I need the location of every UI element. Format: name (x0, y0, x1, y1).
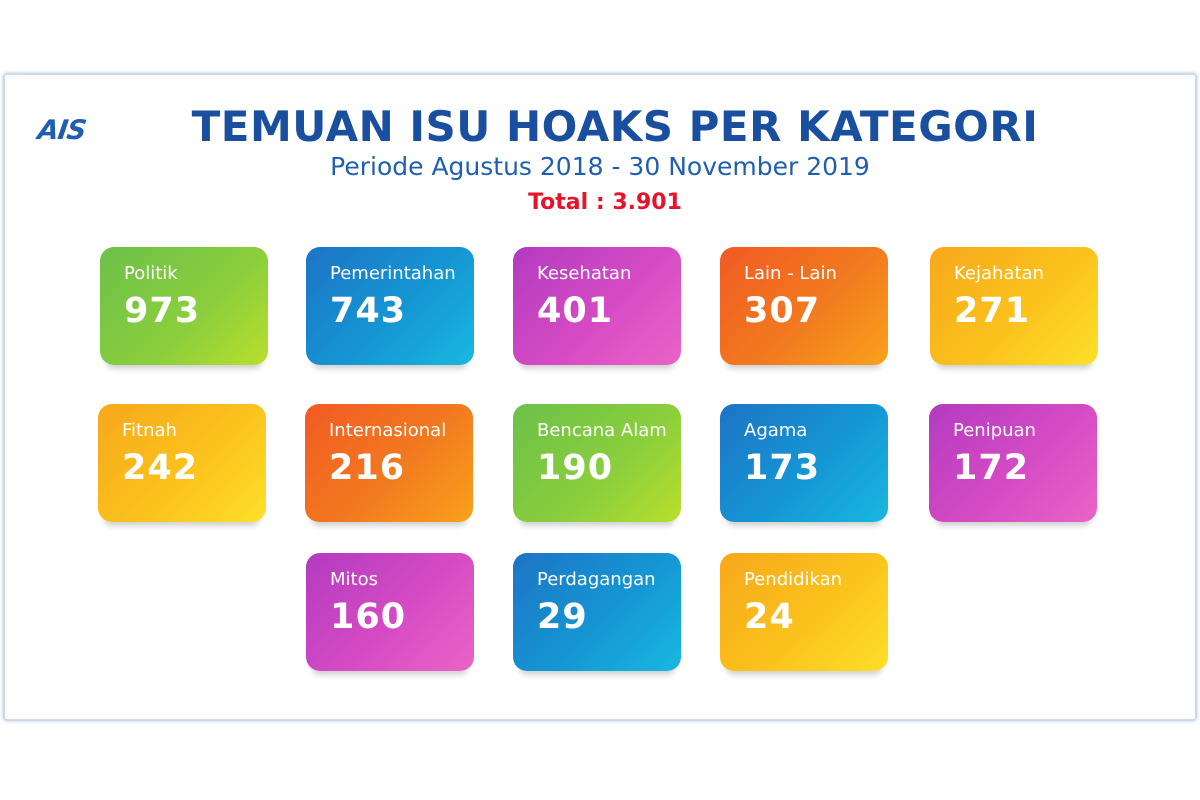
category-card-perdagangan: Perdagangan 29 (513, 553, 681, 671)
category-value: 190 (537, 448, 614, 488)
category-card-politik: Politik 973 (100, 247, 268, 365)
category-card-pemerintahan: Pemerintahan 743 (306, 247, 474, 365)
category-value: 24 (744, 597, 795, 637)
category-card-penipuan: Penipuan 172 (929, 404, 1097, 522)
category-value: 173 (744, 448, 821, 488)
category-label: Mitos (330, 569, 378, 590)
category-label: Bencana Alam (537, 420, 667, 441)
category-value: 401 (537, 291, 614, 331)
category-value: 307 (744, 291, 821, 331)
category-card-mitos: Mitos 160 (306, 553, 474, 671)
category-value: 271 (954, 291, 1031, 331)
category-label: Politik (124, 263, 178, 284)
category-card-lain-lain: Lain - Lain 307 (720, 247, 888, 365)
category-value: 216 (329, 448, 406, 488)
category-card-pendidikan: Pendidikan 24 (720, 553, 888, 671)
category-card-internasional: Internasional 216 (305, 404, 473, 522)
category-card-kejahatan: Kejahatan 271 (930, 247, 1098, 365)
period-subtitle: Periode Agustus 2018 - 30 November 2019 (330, 152, 870, 181)
category-label: Agama (744, 420, 808, 441)
category-label: Lain - Lain (744, 263, 837, 284)
category-value: 743 (330, 291, 407, 331)
category-value: 29 (537, 597, 588, 637)
category-label: Pemerintahan (330, 263, 456, 284)
category-label: Penipuan (953, 420, 1036, 441)
category-label: Fitnah (122, 420, 177, 441)
category-value: 242 (122, 448, 199, 488)
category-card-kesehatan: Kesehatan 401 (513, 247, 681, 365)
category-value: 160 (330, 597, 407, 637)
category-card-fitnah: Fitnah 242 (98, 404, 266, 522)
category-card-bencana-alam: Bencana Alam 190 (513, 404, 681, 522)
category-label: Internasional (329, 420, 447, 441)
category-value: 973 (124, 291, 201, 331)
total-count: Total : 3.901 (528, 190, 682, 215)
category-label: Pendidikan (744, 569, 843, 590)
category-label: Perdagangan (537, 569, 656, 590)
category-card-agama: Agama 173 (720, 404, 888, 522)
category-label: Kejahatan (954, 263, 1044, 284)
category-value: 172 (953, 448, 1030, 488)
category-label: Kesehatan (537, 263, 632, 284)
page-title: TEMUAN ISU HOAKS PER KATEGORI (191, 102, 1039, 151)
